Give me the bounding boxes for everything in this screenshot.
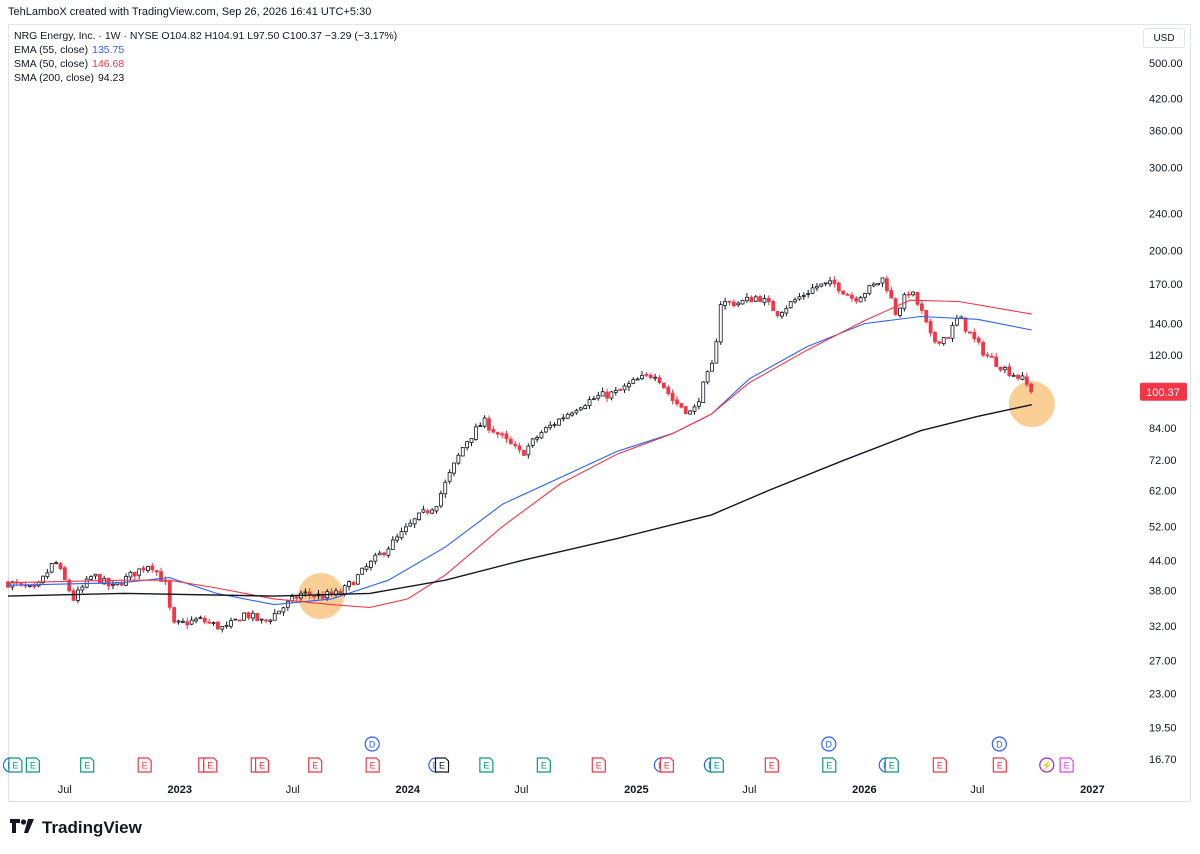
legend-sma50-value: 146.68 bbox=[92, 58, 125, 70]
symbol-line[interactable]: NRG Energy, Inc. · 1W · NYSE O104.82 H10… bbox=[14, 30, 398, 42]
tv-logo-icon bbox=[10, 818, 36, 838]
legend-sma-200[interactable]: SMA (200, close) 94.23 bbox=[14, 71, 397, 85]
legend-ema-55[interactable]: EMA (55, close) 135.75 bbox=[14, 43, 397, 57]
currency-selector[interactable]: USD bbox=[1143, 28, 1185, 48]
legend-sma50-label: SMA (50, close) bbox=[14, 58, 89, 70]
legend-sma-50[interactable]: SMA (50, close) 146.68 bbox=[14, 57, 397, 71]
legend-sma200-label: SMA (200, close) bbox=[14, 72, 94, 84]
legend-sma200-value: 94.23 bbox=[97, 72, 125, 84]
legend-ema-value: 135.75 bbox=[92, 44, 125, 56]
chart-header: TehLamboX created with TradingView.com, … bbox=[8, 6, 372, 18]
chart-legend: NRG Energy, Inc. · 1W · NYSE O104.82 H10… bbox=[14, 29, 397, 85]
brand-name: TradingView bbox=[42, 818, 142, 837]
brand: TradingView bbox=[10, 818, 142, 838]
legend-ema-label: EMA (55, close) bbox=[14, 44, 89, 56]
chart-frame bbox=[8, 24, 1191, 802]
